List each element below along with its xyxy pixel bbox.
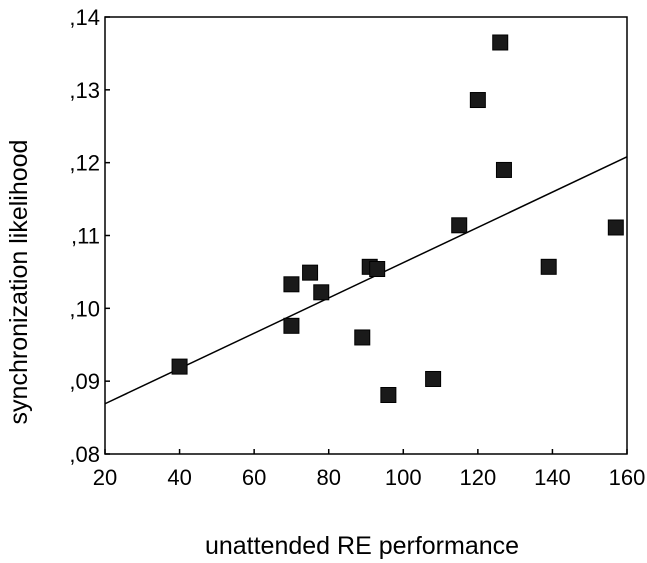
data-point <box>283 317 300 334</box>
x-tick-label: 40 <box>167 465 191 490</box>
x-tick-label: 20 <box>93 465 117 490</box>
data-point <box>313 284 330 301</box>
y-axis-ticks: ,08 ,09 ,10 ,11 ,12 ,13 ,14 <box>69 5 110 467</box>
y-tick-label: ,10 <box>69 296 100 321</box>
x-axis-title: unattended RE performance <box>205 532 519 560</box>
data-point <box>492 34 509 51</box>
data-point <box>495 161 512 178</box>
y-tick-label: ,14 <box>69 5 100 30</box>
data-points <box>171 34 624 404</box>
fit-line <box>104 156 628 405</box>
data-point <box>607 219 624 236</box>
data-point <box>283 276 300 293</box>
x-tick-label: 80 <box>316 465 340 490</box>
x-tick-label: 120 <box>459 465 496 490</box>
y-tick-label: ,09 <box>69 369 100 394</box>
data-point <box>380 387 397 404</box>
data-point <box>369 261 386 278</box>
fit-line-group <box>104 156 628 405</box>
x-tick-label: 140 <box>534 465 571 490</box>
plot-area-frame <box>104 16 628 455</box>
x-tick-label: 60 <box>242 465 266 490</box>
data-point <box>540 258 557 275</box>
data-point <box>425 370 442 387</box>
data-point <box>171 358 188 375</box>
data-point <box>469 92 486 109</box>
y-tick-label: ,11 <box>71 224 100 249</box>
data-point <box>451 217 468 234</box>
x-axis-ticks: 20 40 60 80 100 120 140 160 <box>93 449 646 490</box>
x-tick-label: 100 <box>385 465 422 490</box>
x-tick-label: 160 <box>609 465 646 490</box>
data-point <box>354 329 371 346</box>
y-tick-label: ,12 <box>69 151 100 176</box>
y-tick-label: ,13 <box>69 78 100 103</box>
data-point <box>302 264 319 281</box>
y-tick-label: ,08 <box>69 442 100 467</box>
y-axis-title: synchronization likelihood <box>5 140 33 425</box>
